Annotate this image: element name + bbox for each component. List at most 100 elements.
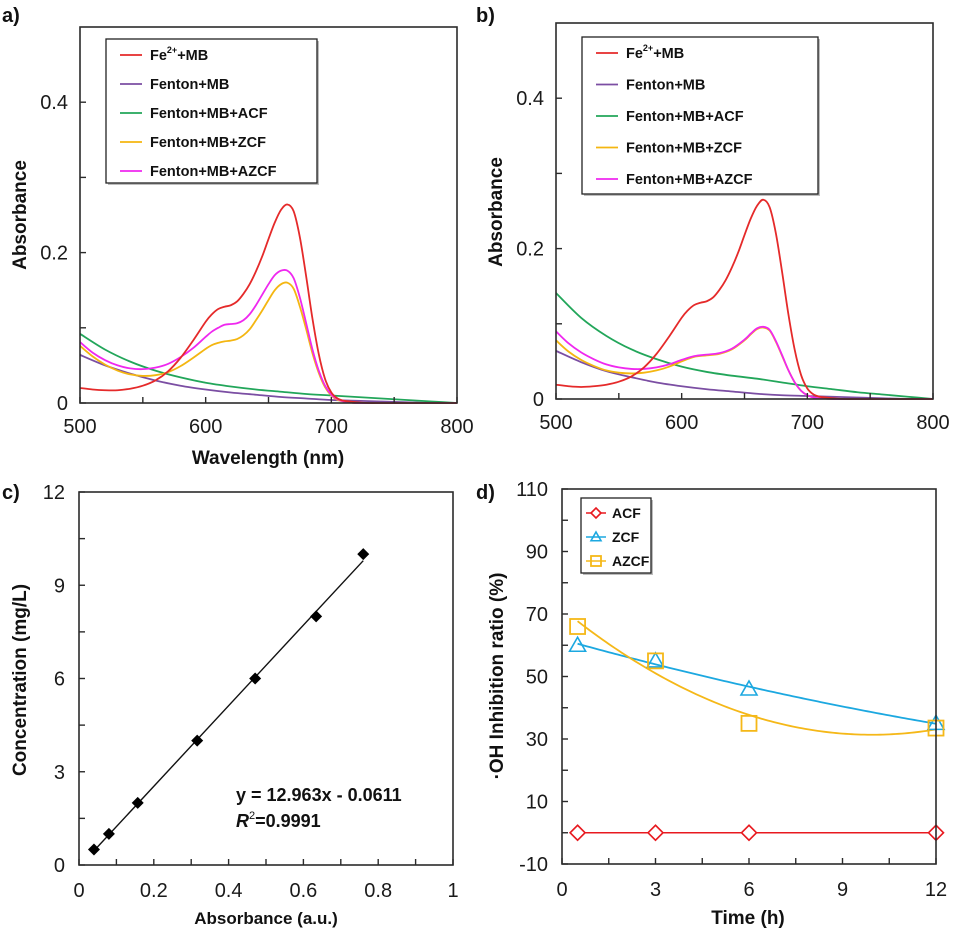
d-ytick-label: 50 (526, 667, 548, 689)
a-series-fenton-mb (79, 354, 458, 404)
d-point-acf (740, 824, 758, 842)
c-xlabel: Absorbance (a.u.) (194, 909, 338, 928)
b-series-fenton-mb-azcf (555, 325, 933, 400)
c-xtick-label: 0.6 (289, 880, 317, 902)
c-xtick-label: 0.2 (140, 880, 168, 902)
c-fit-line (93, 560, 364, 852)
b-legend-label-main: Fenton+MB+ACF (626, 109, 744, 125)
c-xtick-label: 0.8 (364, 880, 392, 902)
b-legend-label: Fenton+MB (626, 78, 705, 94)
c-data-point (249, 672, 262, 685)
d-plot (568, 618, 946, 842)
b-ylabel: Absorbance (486, 157, 507, 267)
c-fit-equation: y = 12.963x - 0.0611 (236, 785, 402, 805)
a-legend-label-main: Fenton+MB+ACF (150, 106, 268, 122)
d-point-azcf (740, 714, 758, 732)
c-data-point (102, 827, 115, 840)
b-xtick-label: 500 (539, 412, 572, 434)
a-legend-label-tail: +MB (177, 48, 208, 64)
b-series-fe2-mb (555, 198, 933, 400)
d-legend-marker (589, 530, 603, 542)
b-ytick-label: 0.4 (516, 88, 544, 110)
c-plot (87, 548, 370, 856)
d-point-zcf (568, 635, 587, 653)
b-legend-label-tail: +MB (653, 46, 684, 62)
panel-label-d: d) (476, 482, 495, 504)
a-xlabel: Wavelength (nm) (192, 448, 344, 469)
d-xtick-label: 3 (650, 879, 661, 901)
b-series-fenton-mb (555, 350, 934, 400)
a-legend-box (105, 38, 318, 184)
a-xtick-label: 700 (315, 416, 348, 438)
a-ylabel: Absorbance (10, 160, 31, 270)
b-legend: Fe2++MB Fenton+MB Fenton+MB+ACF Fenton+MB+Z… (581, 36, 820, 196)
panel-label-b: b) (476, 5, 495, 27)
a-legend-label: Fenton+MB (150, 77, 229, 93)
a-legend-label-sup: 2+ (167, 45, 177, 55)
b-legend-label: Fenton+MB+ACF (626, 109, 744, 125)
a-legend-label: Fenton+MB+ACF (150, 106, 268, 122)
b-xtick-label: 800 (916, 412, 949, 434)
a-legend-label: Fe2++MB (150, 45, 208, 64)
d-legend-label: AZCF (612, 553, 650, 569)
d-ytick-label: 90 (526, 542, 548, 564)
b-legend-label: Fenton+MB+ZCF (626, 141, 742, 157)
b-legend-label-main: Fenton+MB (626, 78, 705, 94)
c-data-point (87, 843, 100, 856)
a-series-fenton-mb-azcf (79, 268, 457, 404)
b-xtick-label: 600 (665, 412, 698, 434)
d-point-azcf (569, 618, 586, 635)
d-point-zcf (646, 651, 665, 668)
panel-a: a) 500 600 700 800 0 0.2 0.4 Absorbance Wavele… (2, 5, 474, 469)
d-legend-label: ZCF (612, 529, 640, 545)
b-legend-box (581, 36, 819, 195)
c-ytick-label: 0 (54, 855, 65, 877)
b-curves (555, 198, 934, 400)
d-point-azcf (647, 652, 664, 670)
a-xtick-label: 600 (189, 416, 222, 438)
c-r2-value: =0.9991 (255, 811, 321, 831)
a-legend-label-main: Fe (150, 48, 167, 64)
c-ytick-label: 12 (43, 482, 65, 504)
d-legend-marker (589, 506, 603, 520)
a-ytick-label: 0 (57, 393, 68, 415)
c-r2-symbol: R (236, 811, 249, 831)
c-ytick-label: 9 (54, 575, 65, 597)
a-axes: 500 600 700 800 0 0.2 0.4 (40, 26, 474, 438)
c-r2-sup: 2 (249, 810, 255, 822)
panel-c: c) 0 0.2 0.4 0.6 0.8 1 0 3 6 9 12 Concentration (m… (2, 482, 459, 928)
d-xtick-label: 6 (743, 879, 754, 901)
a-series-fenton-mb-zcf (79, 281, 457, 404)
d-legend-label: ACF (612, 505, 641, 521)
d-ytick-label: 30 (526, 729, 548, 751)
a-legend-label: Fenton+MB+AZCF (150, 164, 277, 180)
c-data-point (357, 548, 370, 561)
d-legend: ACF ZCF AZCF (580, 497, 653, 575)
c-ylabel: Concentration (mg/L) (10, 584, 31, 776)
c-xtick-label: 1 (447, 880, 458, 902)
a-legend-label-main: Fenton+MB+ZCF (150, 135, 266, 151)
panel-label-a: a) (2, 5, 20, 27)
d-ytick-label: 110 (516, 479, 548, 501)
b-legend-label: Fenton+MB+AZCF (626, 172, 753, 188)
d-point-zcf (739, 679, 759, 696)
b-axes: 500 600 700 800 0 0.2 0.4 (516, 22, 950, 434)
d-xtick-label: 9 (837, 879, 848, 901)
a-curves (79, 203, 458, 404)
b-ytick-label: 0 (533, 389, 544, 411)
a-legend-label-main: Fenton+MB+AZCF (150, 164, 277, 180)
b-ytick-label: 0.2 (516, 239, 544, 261)
c-data-point (131, 796, 144, 809)
a-series-fe2-mb (79, 203, 457, 404)
d-xtick-label: 12 (925, 879, 947, 901)
d-ytick-label: 70 (526, 604, 548, 626)
a-legend-label: Fenton+MB+ZCF (150, 135, 266, 151)
d-ytick-label: -10 (519, 854, 548, 876)
a-legend: Fe2++MB Fenton+MB Fenton+MB+ACF Fenton+MB+Z… (105, 38, 319, 185)
a-ytick-label: 0.4 (40, 92, 68, 114)
c-axes: 0 0.2 0.4 0.6 0.8 1 0 3 6 9 12 (43, 482, 459, 902)
b-legend-label: Fe2++MB (626, 43, 684, 62)
b-legend-label-main: Fenton+MB+AZCF (626, 172, 753, 188)
c-plot-frame (78, 491, 454, 866)
